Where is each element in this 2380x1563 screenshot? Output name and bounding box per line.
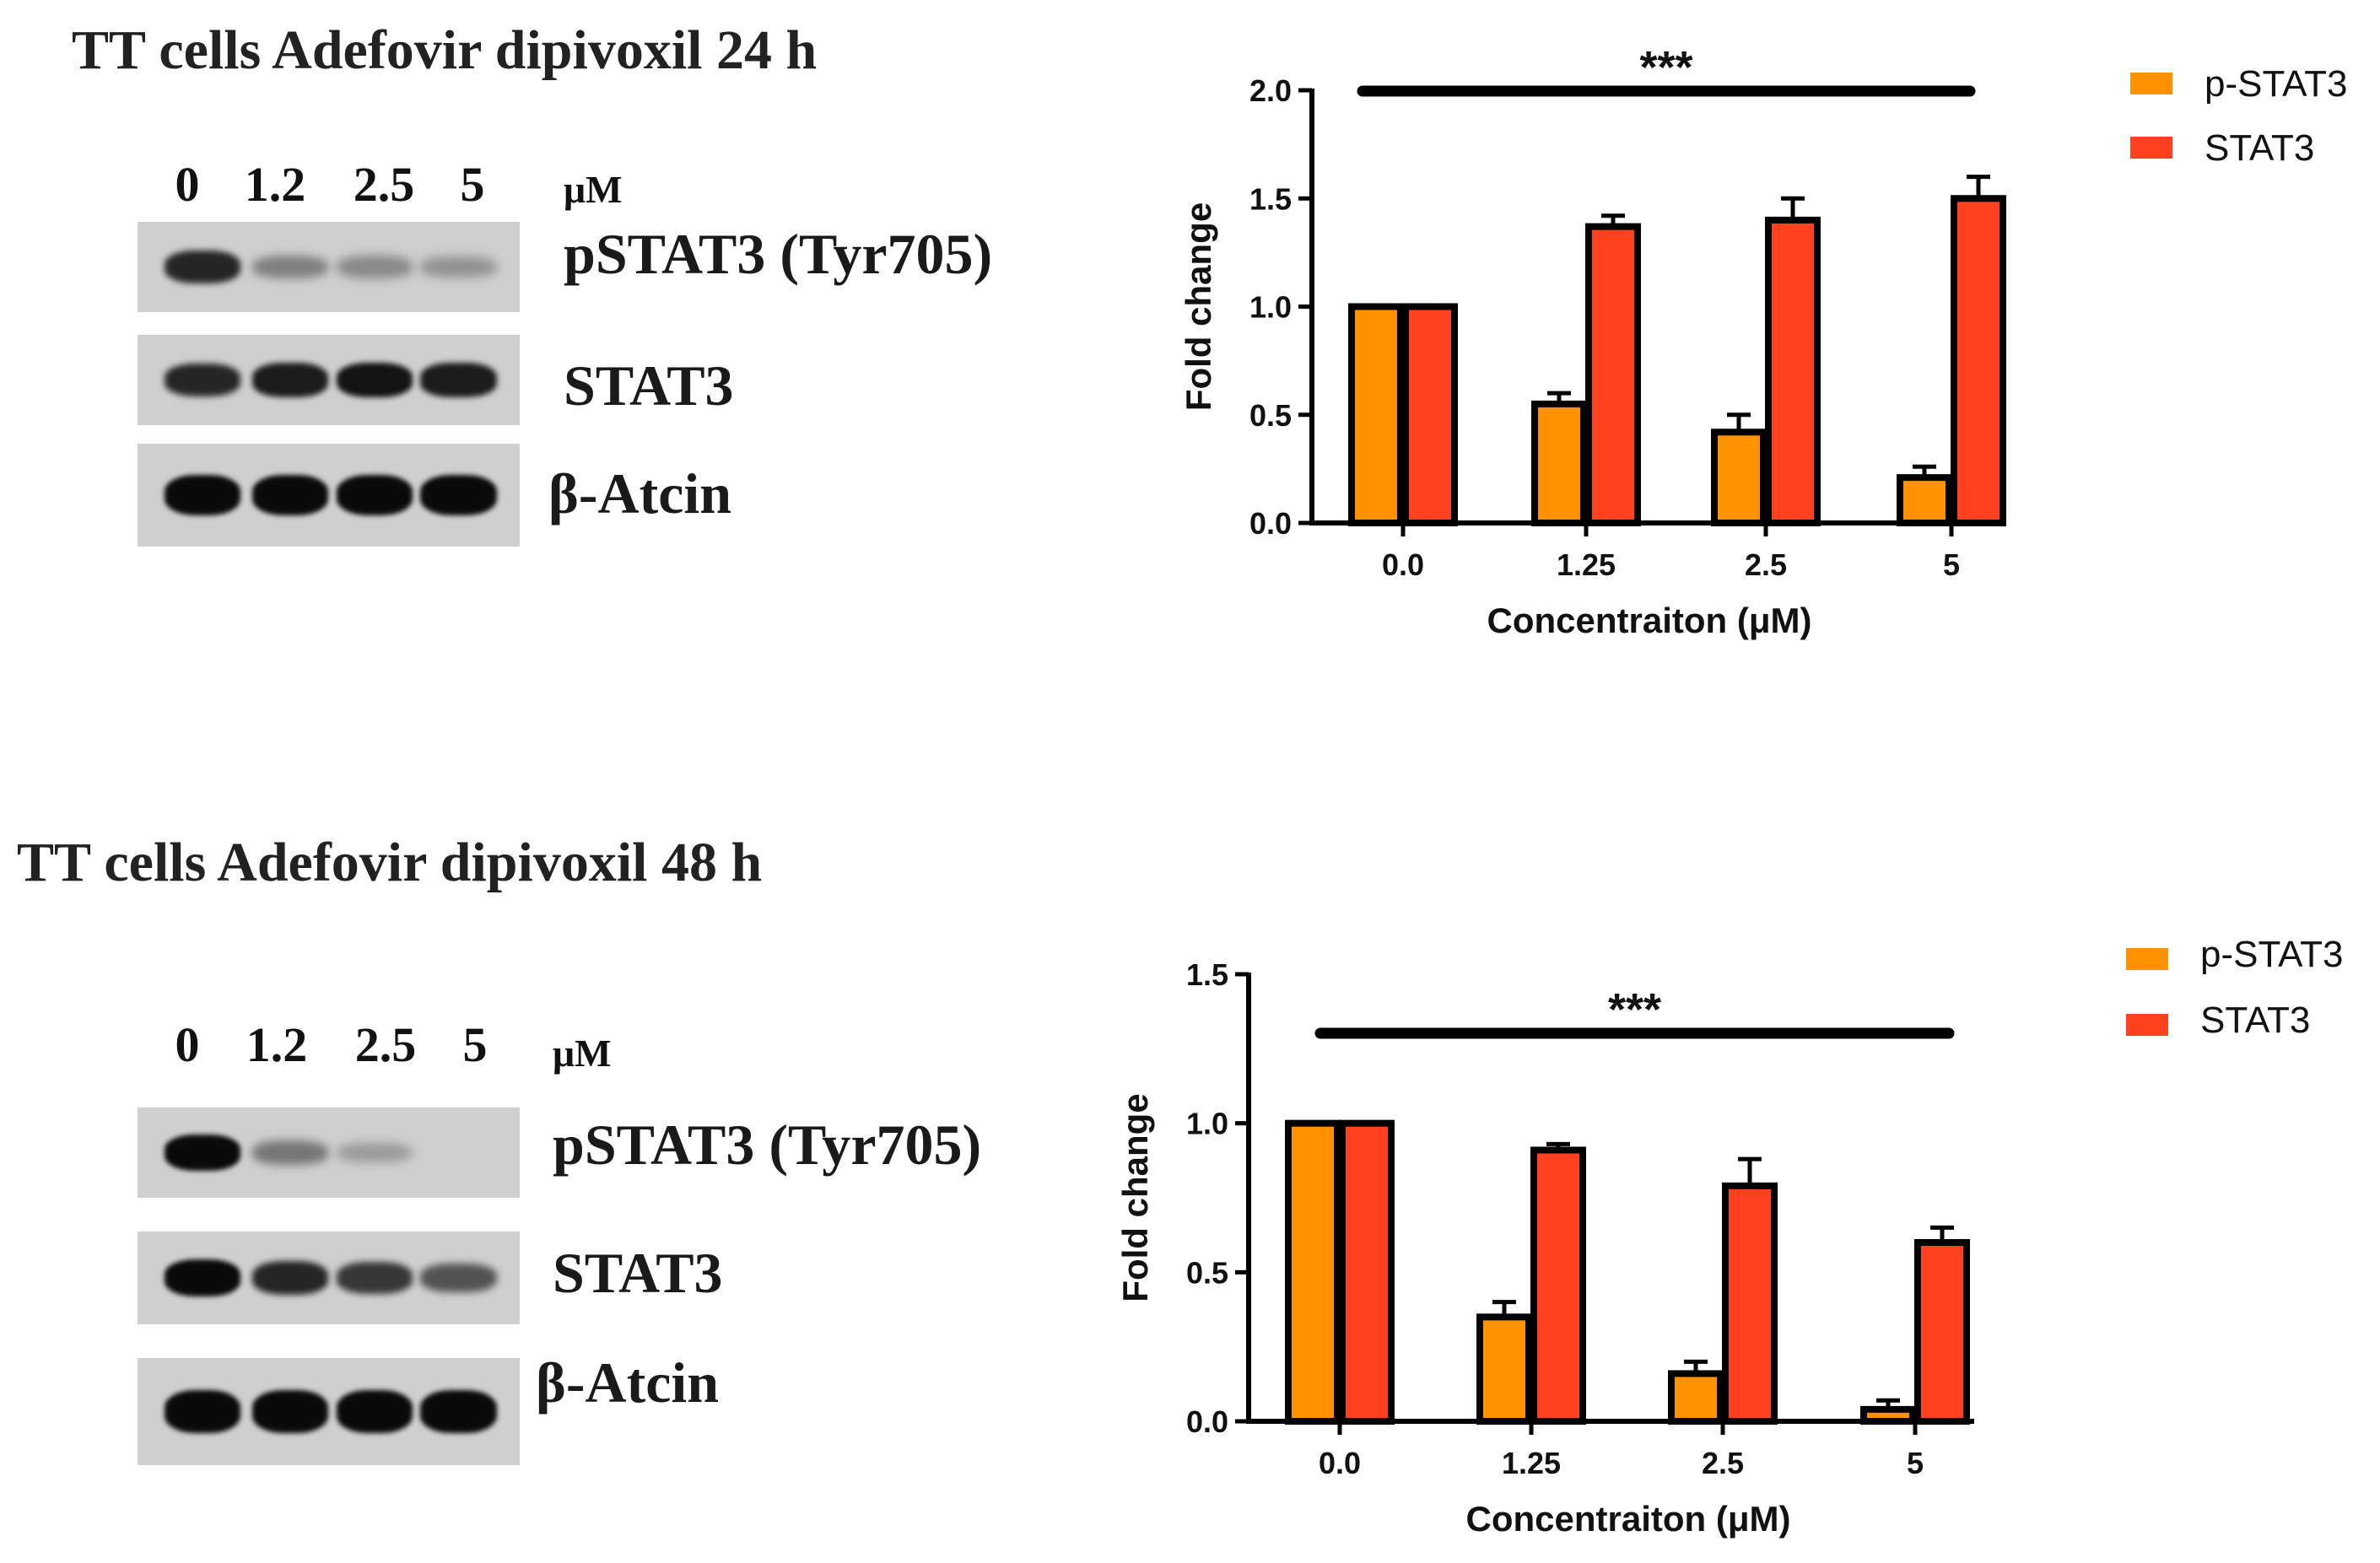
bar-stat3 <box>1339 1119 1395 1425</box>
bar-stat3 <box>1951 195 2006 526</box>
bar-p-stat3 <box>1897 474 1952 527</box>
y-axis-label: Fold change <box>1179 202 1218 411</box>
protein-label-beta-actin: β-Atcin <box>548 461 732 525</box>
protein-label-pstat3: pSTAT3 (Tyr705) <box>564 222 993 286</box>
lane-label: 0 <box>175 1017 200 1072</box>
significance-stars: *** <box>1608 984 1661 1035</box>
blot-band <box>420 474 497 516</box>
protein-label-stat3: STAT3 <box>553 1241 723 1305</box>
y-tick-label: 1.5 <box>1186 957 1228 992</box>
bar-p-stat3 <box>1285 1119 1341 1425</box>
blot-strip-beta-actin <box>138 1358 520 1465</box>
blot-band <box>336 1262 413 1294</box>
blot-band <box>420 363 497 397</box>
bar-p-stat3 <box>1668 1370 1724 1426</box>
y-tick-label: 1.0 <box>1249 290 1292 325</box>
blot-strip-pstat3 <box>138 222 520 312</box>
unit-label: μM <box>553 1032 612 1075</box>
blot-band <box>251 1260 329 1296</box>
chart-legend-24h: p-STAT3 STAT3 <box>2130 66 2375 184</box>
protein-label-stat3: STAT3 <box>564 353 734 418</box>
bar-p-stat3 <box>1711 428 1767 526</box>
blot-band <box>336 474 413 516</box>
y-axis-label: Fold change <box>1115 1093 1155 1302</box>
blot-strip-stat3 <box>138 1232 520 1324</box>
bar-p-stat3 <box>1476 1313 1532 1426</box>
legend-label-stat3: STAT3 <box>2205 127 2315 169</box>
blot-band <box>420 256 497 278</box>
blot-band <box>251 1390 329 1433</box>
blot-band <box>336 362 413 398</box>
blot-band <box>164 363 241 397</box>
chart-legend-48h: p-STAT3 STAT3 <box>2126 936 2371 1063</box>
y-tick-label: 0.0 <box>1249 506 1292 541</box>
y-tick-label: 0.5 <box>1186 1255 1228 1290</box>
x-axis-label: Concentraiton (μM) <box>1466 1499 1791 1539</box>
x-tick-label: 1.25 <box>1557 547 1616 582</box>
x-tick-label: 0.0 <box>1382 547 1424 582</box>
blot-band <box>336 1390 413 1433</box>
blot-title-48h: TT cells Adefovir dipivoxil 48 h <box>17 832 763 893</box>
y-tick-label: 1.0 <box>1186 1107 1228 1141</box>
bar-p-stat3 <box>1348 303 1404 526</box>
lane-label: 2.5 <box>354 1017 417 1072</box>
protein-label-beta-actin: β-Atcin <box>536 1350 720 1415</box>
y-tick-label: 0.5 <box>1249 398 1292 433</box>
lane-label: 1.2 <box>244 157 306 212</box>
blot-band <box>420 1390 497 1433</box>
bar-p-stat3 <box>1531 400 1587 526</box>
x-tick-label: 2.5 <box>1745 547 1787 582</box>
blot-band <box>164 250 241 284</box>
x-tick-label: 2.5 <box>1702 1446 1744 1480</box>
blot-band <box>164 1259 241 1296</box>
protein-label-pstat3: pSTAT3 (Tyr705) <box>553 1113 982 1177</box>
y-tick-label: 2.0 <box>1249 73 1292 108</box>
blot-band <box>164 1390 241 1433</box>
blot-band <box>336 1142 413 1163</box>
blot-band <box>251 363 329 397</box>
blot-strip-pstat3 <box>138 1108 520 1198</box>
blot-band <box>164 474 241 516</box>
significance-stars: *** <box>1639 42 1692 93</box>
blot-band <box>251 474 329 516</box>
legend-label-p-stat3: p-STAT3 <box>2205 63 2348 105</box>
lane-label: 5 <box>462 1017 488 1072</box>
legend-swatch-stat3 <box>2130 137 2172 159</box>
x-tick-label: 5 <box>1907 1446 1924 1480</box>
legend-swatch-p-stat3 <box>2130 73 2172 94</box>
bar-stat3 <box>1765 216 1821 526</box>
bar-stat3 <box>1585 223 1641 526</box>
lane-label: 1.2 <box>246 1017 308 1072</box>
lane-label: 0 <box>175 157 200 212</box>
bar-stat3 <box>1402 303 1458 526</box>
blot-title-24h: TT cells Adefovir dipivoxil 24 h <box>72 19 818 81</box>
legend-label-p-stat3: p-STAT3 <box>2200 934 2344 975</box>
unit-label: μM <box>564 168 623 211</box>
bar-stat3 <box>1722 1182 1778 1425</box>
bar-chart-24h: 0.0 0.5 1.0 1.5 2.0 Fold change 0.0 1.25 2.5 5 ***… <box>1179 42 2006 640</box>
bar-stat3 <box>1914 1239 1970 1425</box>
x-tick-label: 0.0 <box>1319 1446 1361 1480</box>
legend-swatch-p-stat3 <box>2126 948 2168 970</box>
blot-band <box>336 256 413 278</box>
blot-band <box>164 1135 241 1171</box>
x-tick-label: 1.25 <box>1502 1446 1561 1480</box>
blot-strip-beta-actin <box>138 444 520 547</box>
x-tick-label: 5 <box>1943 547 1960 582</box>
legend-swatch-stat3 <box>2126 1014 2168 1036</box>
x-axis-label: Concentraiton (μM) <box>1487 601 1812 640</box>
blot-band <box>251 1140 329 1165</box>
bar-chart-48h: 0.0 0.5 1.0 1.5 Fold change 0.0 1.25 2.5 5 *** Con… <box>1115 957 1974 1539</box>
blot-band <box>420 1263 497 1293</box>
lane-label: 5 <box>460 157 485 212</box>
legend-label-stat3: STAT3 <box>2200 1000 2311 1041</box>
bar-p-stat3 <box>1860 1405 1916 1425</box>
bar-stat3 <box>1530 1146 1586 1425</box>
lane-label: 2.5 <box>353 157 415 212</box>
blot-band <box>251 255 329 279</box>
blot-strip-stat3 <box>138 335 520 425</box>
y-tick-label: 1.5 <box>1249 181 1292 216</box>
y-tick-label: 0.0 <box>1186 1404 1228 1439</box>
